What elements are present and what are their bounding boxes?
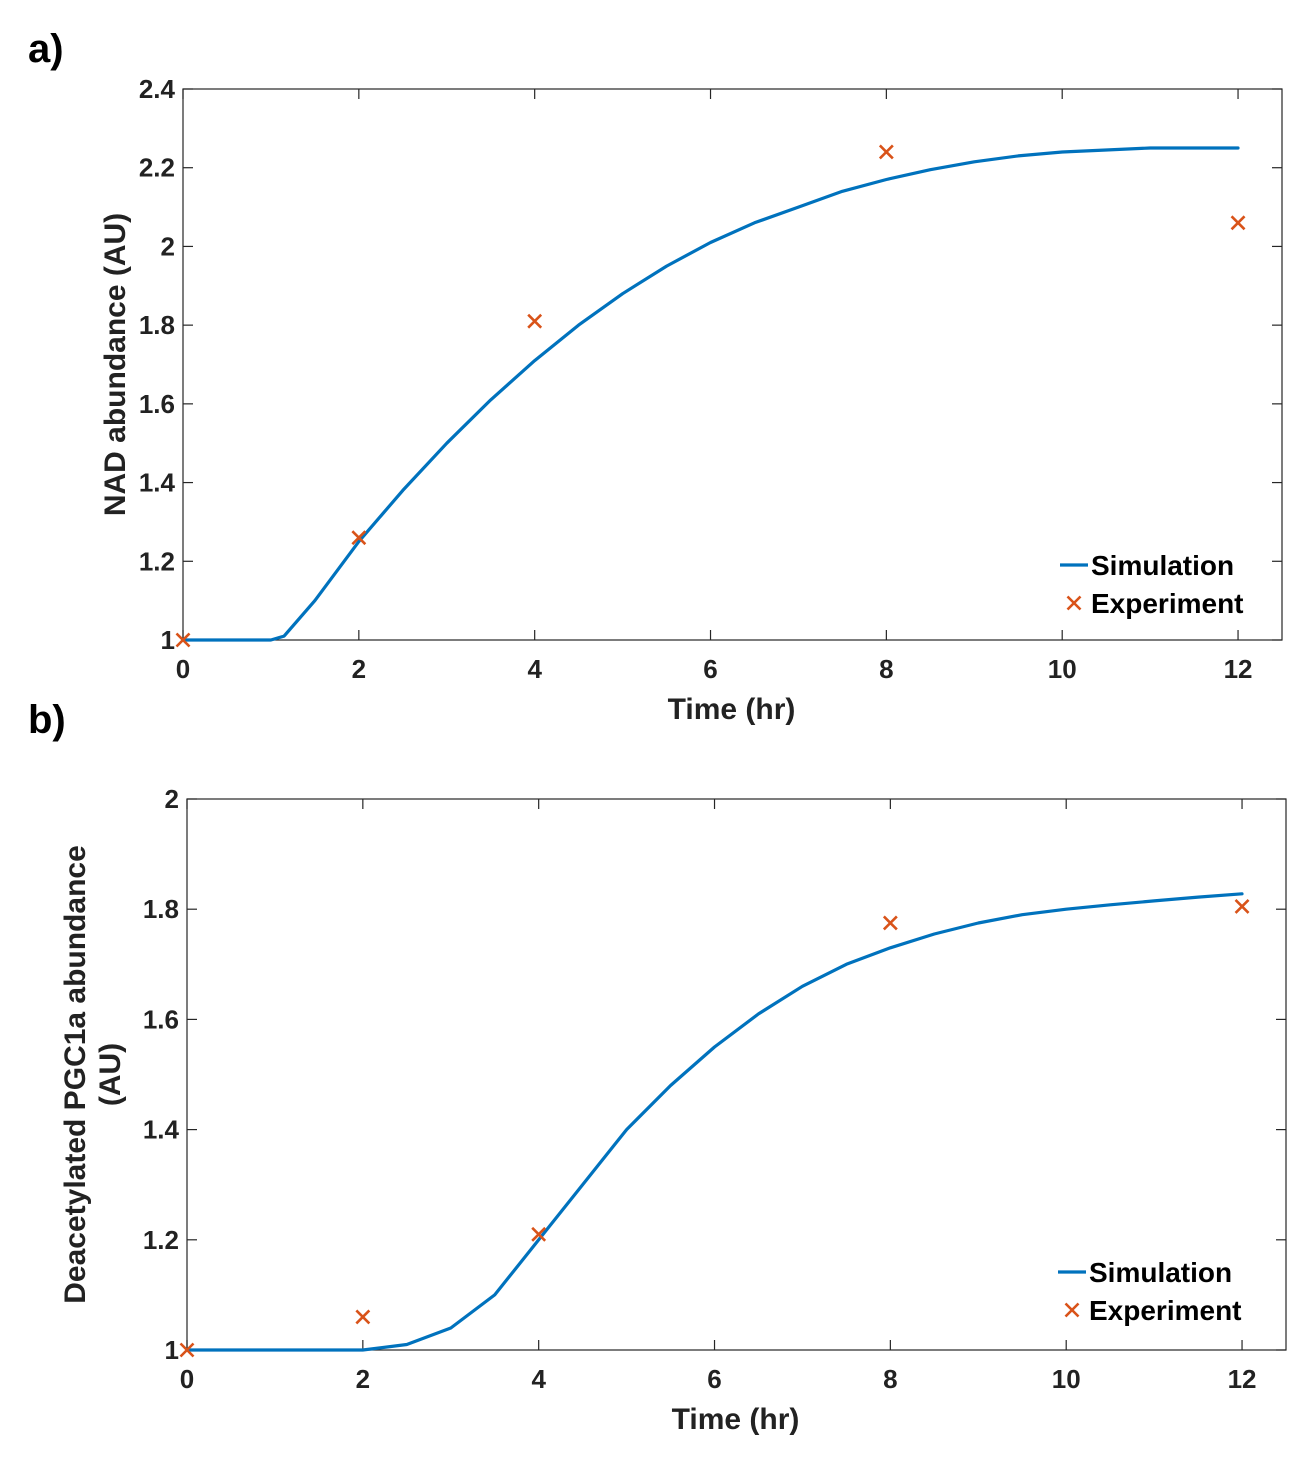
experiment-marker	[175, 632, 191, 648]
y-tick-label: 1.4	[139, 468, 176, 498]
x-axis-label: Time (hr)	[672, 1403, 800, 1436]
x-tick-label: 0	[176, 654, 190, 684]
x-tick-label: 8	[883, 1364, 897, 1394]
plot-frame	[186, 798, 1287, 1351]
y-tick-label: 1.8	[143, 894, 179, 924]
y-tick-label: 2.2	[139, 153, 175, 183]
y-tick-label: 1	[161, 625, 175, 655]
experiment-marker	[351, 530, 367, 546]
x-tick-label: 12	[1224, 654, 1253, 684]
y-tick-label: 1.6	[143, 1004, 179, 1034]
plot-frame	[182, 88, 1283, 641]
x-tick-label: 6	[703, 654, 717, 684]
legend-label: Experiment	[1089, 1295, 1242, 1326]
legend-marker-swatch	[1064, 1302, 1080, 1318]
simulation-line	[185, 892, 1244, 1352]
experiment-marker	[878, 144, 894, 160]
y-tick-label: 1.2	[139, 546, 175, 576]
experiment-marker	[1230, 215, 1246, 231]
x-tick-label: 10	[1048, 654, 1077, 684]
experiment-marker	[179, 1342, 195, 1358]
simulation-line	[181, 146, 1240, 642]
x-axis-label: Time (hr)	[668, 693, 796, 726]
x-tick-label: 10	[1052, 1364, 1081, 1394]
panel-label: b)	[28, 698, 66, 742]
experiment-marker	[1234, 899, 1250, 914]
legend-label: Simulation	[1091, 550, 1234, 581]
legend-label: Experiment	[1091, 588, 1244, 619]
y-tick-label: 1	[165, 1335, 179, 1365]
x-tick-label: 4	[527, 654, 542, 684]
y-tick-label: 1.2	[143, 1225, 179, 1255]
panel-a: a) 0 2 4 6 8 10 12 1 1.2 1.4 1.6 1.8 2 2.2 2.4 Time (hr)…	[28, 27, 1283, 726]
x-tick-label: 6	[707, 1364, 721, 1394]
experiment-marker	[531, 1226, 547, 1242]
panel-b: b) 0 2 4 6 8 10 12 1 1.2 1.4 1.6 1.8 2 Time (hr) Deacet…	[28, 698, 1287, 1436]
x-tick-label: 2	[356, 1364, 370, 1394]
y-axis-label: (AU)	[94, 1043, 127, 1106]
x-tick-label: 0	[180, 1364, 194, 1394]
y-tick-label: 1.8	[139, 310, 175, 340]
y-tick-label: 2	[165, 784, 179, 814]
experiment-marker	[355, 1309, 371, 1325]
experiment-marker	[527, 313, 543, 329]
y-tick-label: 1.6	[139, 389, 175, 419]
x-tick-label: 8	[879, 654, 893, 684]
x-tick-label: 2	[352, 654, 366, 684]
y-tick-label: 2.4	[139, 74, 176, 104]
legend-marker-swatch	[1066, 595, 1082, 611]
panel-label: a)	[28, 27, 64, 71]
x-tick-label: 12	[1228, 1364, 1257, 1394]
legend-label: Simulation	[1089, 1257, 1232, 1288]
experiment-marker	[882, 915, 898, 931]
y-axis-label: NAD abundance (AU)	[99, 213, 132, 516]
y-tick-label: 2	[161, 231, 175, 261]
x-tick-label: 4	[531, 1364, 546, 1394]
y-tick-label: 1.4	[143, 1115, 180, 1145]
y-axis-label: Deacetylated PGC1a abundance	[59, 845, 92, 1304]
